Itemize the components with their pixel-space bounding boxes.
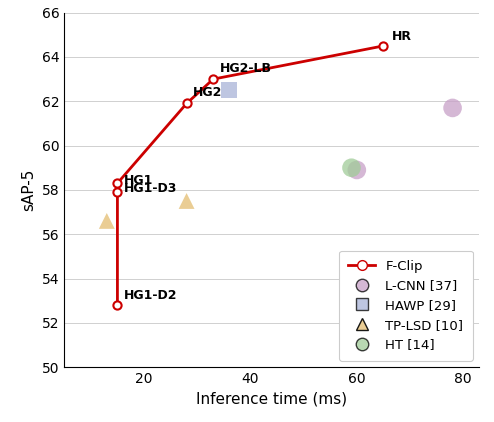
Point	[379, 43, 387, 49]
Text: HG1: HG1	[124, 173, 153, 187]
Text: HR: HR	[391, 30, 412, 43]
Y-axis label: sAP-5: sAP-5	[21, 169, 36, 211]
Point	[114, 302, 122, 308]
Text: HG1-D3: HG1-D3	[124, 182, 177, 195]
Point	[348, 165, 356, 171]
Point	[103, 217, 111, 224]
Text: HG2-LB: HG2-LB	[219, 62, 272, 75]
Point	[209, 76, 217, 82]
Point	[183, 100, 191, 107]
Point	[114, 189, 122, 195]
Point	[114, 180, 122, 187]
Legend: F-Clip, L-CNN [37], HAWP [29], TP-LSD [10], HT [14]: F-Clip, L-CNN [37], HAWP [29], TP-LSD [1…	[339, 251, 473, 360]
Point	[225, 87, 233, 94]
Point	[353, 167, 361, 173]
X-axis label: Inference time (ms): Inference time (ms)	[196, 392, 347, 406]
Point	[183, 197, 191, 204]
Point	[449, 105, 456, 111]
Text: HG1-D2: HG1-D2	[124, 289, 177, 302]
Text: HG2: HG2	[193, 86, 222, 99]
